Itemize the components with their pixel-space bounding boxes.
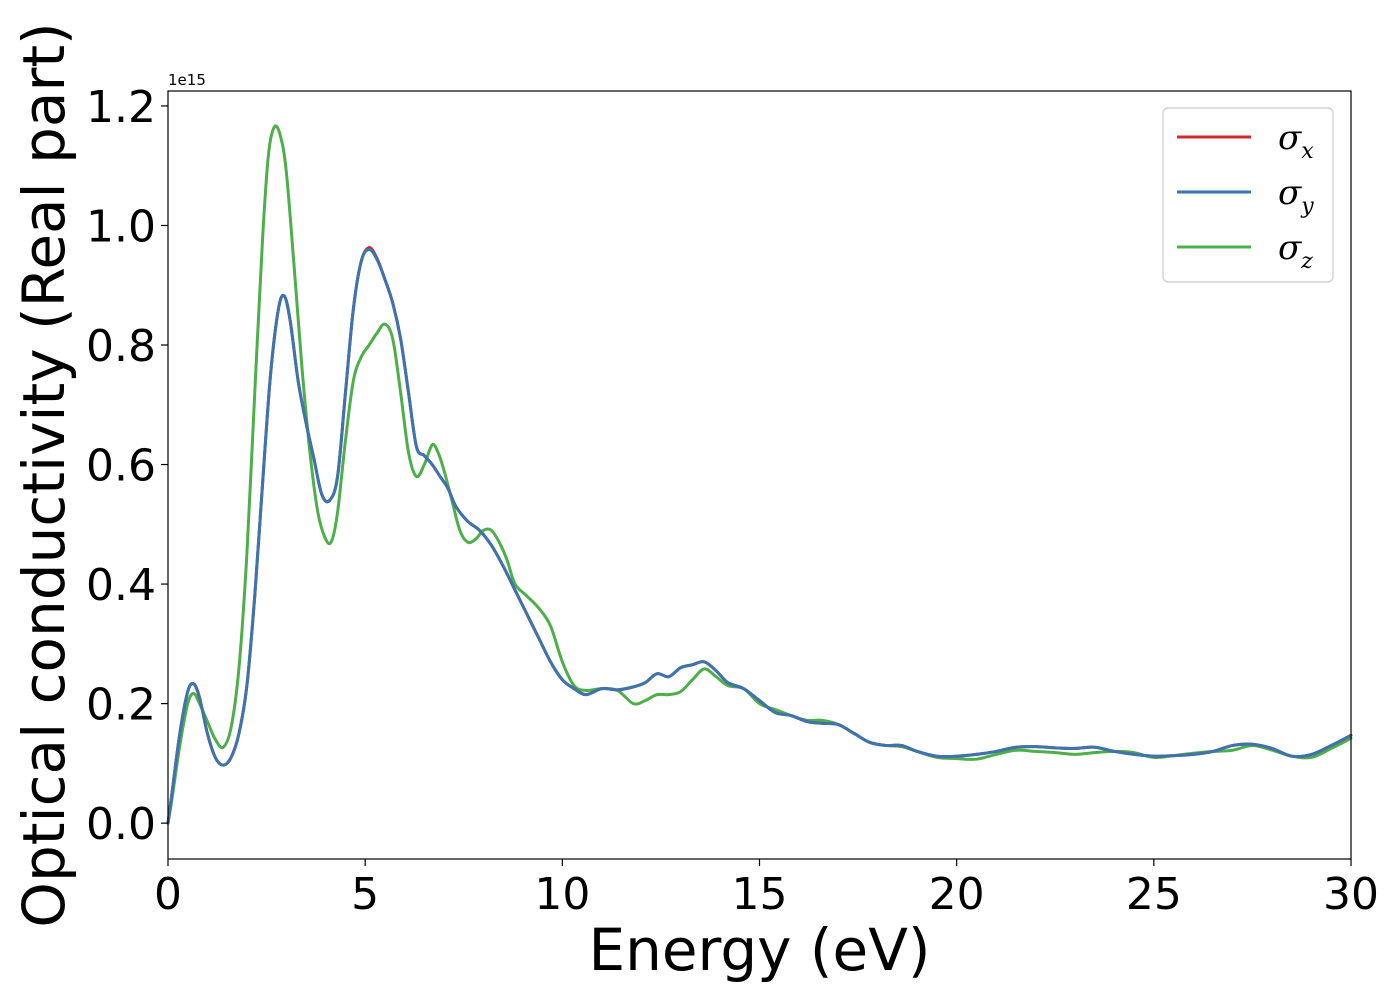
y-offset-label: 1e15 [168, 71, 206, 89]
y-axis-label: Optical conductivity (Real part) [10, 22, 78, 927]
y-tick-label: 0.4 [86, 560, 156, 611]
legend-box [1162, 107, 1334, 283]
series-line-z [166, 124, 1353, 825]
series-line-y [166, 247, 1353, 825]
x-tick-label: 20 [929, 869, 985, 920]
y-tick-label: 0.0 [86, 799, 156, 850]
y-tick-label: 1.0 [86, 201, 156, 252]
x-axis-label: Energy (eV) [588, 916, 930, 984]
legend-label-y: σy [1278, 173, 1314, 219]
legend-label-x: σx [1278, 118, 1314, 164]
x-tick-label: 5 [351, 869, 379, 920]
y-tick-label: 0.2 [86, 680, 156, 731]
x-tick-label: 0 [154, 869, 182, 920]
x-tick-label: 30 [1323, 869, 1379, 920]
y-tick-label: 1.2 [86, 82, 156, 133]
legend: σx σy σz [1162, 107, 1334, 283]
x-tick-label: 15 [732, 869, 788, 920]
x-axis: 0 5 10 15 20 25 30 [154, 859, 1379, 920]
legend-entries: σx σy σz [1177, 118, 1314, 274]
series-layer [166, 124, 1353, 825]
plot-area-background [168, 91, 1351, 859]
y-axis: 0.0 0.2 0.4 0.6 0.8 1.0 1.2 [86, 82, 168, 850]
x-tick-label: 10 [534, 869, 590, 920]
x-tick-label: 25 [1126, 869, 1182, 920]
legend-label-z: σz [1278, 228, 1313, 274]
y-tick-label: 0.8 [86, 321, 156, 372]
y-tick-label: 0.6 [86, 441, 156, 492]
